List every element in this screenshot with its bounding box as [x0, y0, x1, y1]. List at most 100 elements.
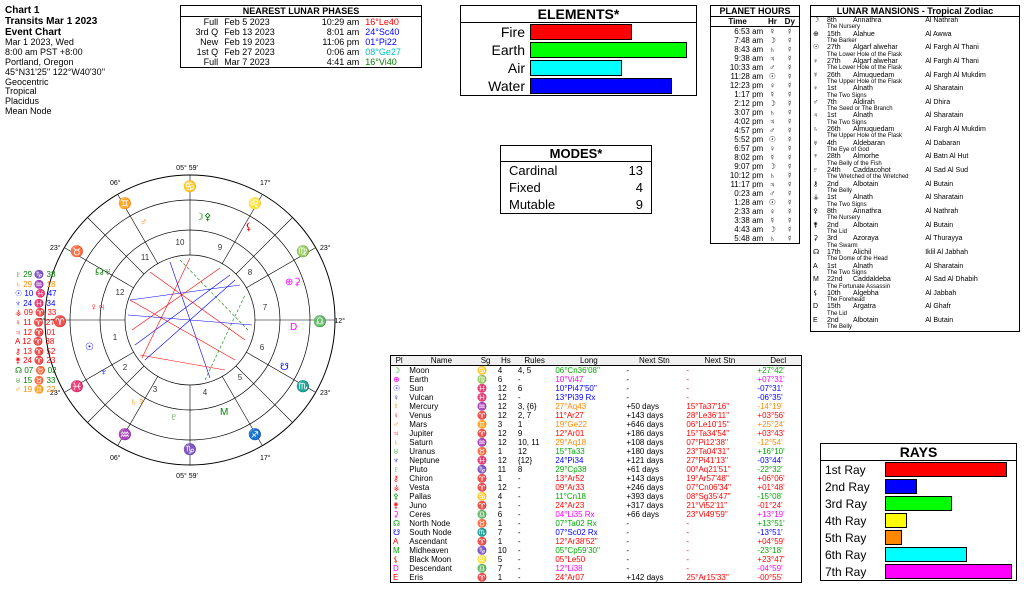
- planet-row: ⚵Juno♈1-24°Ar23+317 days21°Vi52'11''-01°…: [391, 501, 801, 510]
- lunar-phase-row: NewFeb 19 202311:06 pm01°Pi22: [181, 37, 421, 47]
- ray-row: 1st Ray: [821, 461, 1016, 478]
- svg-text:♄☿: ♄☿: [130, 397, 145, 408]
- svg-text:♆: ♆: [100, 367, 108, 378]
- planet-hour-row: 1:28 am☉☿: [711, 198, 799, 207]
- position-item: ⚷ 13 ♈ 52: [15, 347, 57, 357]
- mansion-row: ♅4thAldebaranAl Dabaran: [811, 140, 1019, 147]
- element-row: Earth: [461, 41, 696, 59]
- elements-box: ELEMENTS* FireEarthAirWater: [460, 5, 697, 96]
- planet-table-header: Next Stn: [624, 356, 684, 366]
- planet-hour-row: 11:28 am☉☿: [711, 72, 799, 81]
- mansion-row: ⚷2ndAlbotainAl Butain: [811, 181, 1019, 188]
- lunar-phases-table: FullFeb 5 202310:29 am16°Le403rd QFeb 13…: [181, 17, 421, 67]
- planet-row: ⚴Pallas♋4-11°Cn18+393 days08°Sg35'47''-1…: [391, 492, 801, 501]
- svg-text:12: 12: [116, 288, 125, 297]
- svg-text:♎: ♎: [313, 315, 327, 328]
- position-item: ♆ 24 ♓ 34: [15, 299, 57, 309]
- svg-text:12°: 12°: [334, 317, 345, 325]
- mode-row: Cardinal13: [501, 162, 651, 179]
- planet-hour-row: 5:48 am♄☿: [711, 234, 799, 243]
- position-item: ♅ 15 ♉ 33: [15, 376, 57, 386]
- ray-row: 5th Ray: [821, 529, 1016, 546]
- mansion-row: ♀27thAlgarf alweharAl Fargh Al Thani: [811, 58, 1019, 65]
- planet-row: ⚷Chiron♈1-13°Ar52+143 days19°Ar57'48''+0…: [391, 474, 801, 483]
- planet-table-box: PlNameSgHsRulesLongNext StnNext StnDecl …: [390, 355, 802, 583]
- svg-text:⊕⚳: ⊕⚳: [285, 277, 301, 288]
- position-item: ♀ 11 ♈ 27: [15, 318, 57, 328]
- planet-row: ⚶Vesta♈12-09°Ar33+246 days07°Cn06'34''+0…: [391, 483, 801, 492]
- planet-row: ♀Venus♈122, 711°Ar27+143 days28°Le36'11'…: [391, 411, 801, 420]
- lunar-mansions-title: LUNAR MANSIONS - Tropical Zodiac: [811, 6, 1019, 17]
- mansion-row: ♄26thAlmuquedamAl Fargh Al Mukdim: [811, 126, 1019, 133]
- mansion-row: ⚶1stAlnathAl Sharatain: [811, 194, 1019, 201]
- planet-hour-row: 7:48 am☽☿: [711, 36, 799, 45]
- lunar-phase-row: FullMar 7 20234:41 am16°Vi40: [181, 57, 421, 67]
- mansion-row: ☉27thAlgarf alweharAl Fargh Al Thani: [811, 44, 1019, 51]
- chart-wheel: 12 34 56 78 910 1112 ♈ ♉ ♊ ♋ ♌ ♍ ♎ ♏ ♐ ♑…: [10, 90, 370, 580]
- svg-text:2: 2: [123, 363, 128, 372]
- position-item: ☉ 10 ♓ 47: [15, 289, 57, 299]
- svg-text:♇: ♇: [170, 412, 178, 423]
- planet-row: ☉Sun♓12610°Pi47'50''---07°31': [391, 384, 801, 393]
- svg-text:17°: 17°: [260, 454, 271, 462]
- mansion-row: ♆28thAlmorheAl Batn Al Hut: [811, 153, 1019, 160]
- mansion-row: ♀1stAlnathAl Sharatain: [811, 85, 1019, 92]
- planet-row: ♀Vulcan♓12-13°Pi39 Rx---06°35': [391, 393, 801, 402]
- svg-text:11: 11: [141, 253, 150, 262]
- mansion-row: E2ndAlbotainAl Butain: [811, 317, 1019, 324]
- planet-table-header: Next Stn: [684, 356, 755, 366]
- ray-row: 4th Ray: [821, 512, 1016, 529]
- svg-text:♋: ♋: [183, 180, 197, 193]
- svg-text:♑: ♑: [183, 443, 197, 456]
- planet-row: ♇Pluto♑11829°Cp38+61 days00°Aq21'51''-22…: [391, 465, 801, 474]
- mansion-row: ☿26thAlmuquedamAl Fargh Al Mukdim: [811, 72, 1019, 79]
- mansion-row: ♃1stAlnathAl Sharatain: [811, 112, 1019, 119]
- planet-row: DDescendant♎7-12°Li38---04°59': [391, 564, 801, 573]
- planet-row: ☋South Node♏7-07°Sc02 Rx---13°51': [391, 528, 801, 537]
- ray-row: 7th Ray: [821, 563, 1016, 580]
- lunar-phases-box: NEAREST LUNAR PHASES FullFeb 5 202310:29…: [180, 5, 422, 68]
- planet-table-header: Long: [553, 356, 624, 366]
- planet-hour-row: 8:02 pm☿☿: [711, 153, 799, 162]
- svg-text:D: D: [290, 322, 297, 333]
- svg-text:♊: ♊: [118, 197, 132, 210]
- planet-row: ⊕Earth♍6-10°Vi47--+07°31': [391, 375, 801, 384]
- svg-text:☽⚴: ☽⚴: [195, 212, 211, 223]
- planet-hours-table: TimeHrDy6:53 am☿☿7:48 am☽☿8:43 am♄☿9:38 …: [711, 17, 799, 243]
- mansion-row: ♇24thCaddacohotAl Sad Al Sud: [811, 167, 1019, 174]
- planet-hour-row: 10:12 pm♄☿: [711, 171, 799, 180]
- svg-text:♏: ♏: [296, 380, 310, 393]
- svg-text:7: 7: [263, 303, 268, 312]
- planet-hours-box: PLANET HOURS TimeHrDy6:53 am☿☿7:48 am☽☿8…: [710, 5, 800, 244]
- planet-hour-row: 2:12 pm☽☿: [711, 99, 799, 108]
- planet-row: ⚳Ceres♎6-04°Li35 Rx+66 days23°Vi49'59''+…: [391, 510, 801, 519]
- planet-hour-row: 11:17 pm♃☿: [711, 180, 799, 189]
- planet-row: ♄Saturn♒1210, 1129°Aq18+108 days07°Pi12'…: [391, 438, 801, 447]
- planet-hour-row: 12:23 pm♀☿: [711, 81, 799, 90]
- ray-row: 6th Ray: [821, 546, 1016, 563]
- mode-row: Mutable9: [501, 196, 651, 213]
- position-item: ⚶ 09 ♈ 33: [15, 308, 57, 318]
- mansion-row: ⚳3rdAzorayaAl Thurayya: [811, 235, 1019, 242]
- svg-text:⚸: ⚸: [245, 222, 252, 233]
- mode-row: Fixed4: [501, 179, 651, 196]
- planet-hour-row: 9:38 am♃☿: [711, 54, 799, 63]
- lunar-phase-row: FullFeb 5 202310:29 am16°Le40: [181, 17, 421, 27]
- svg-text:23°: 23°: [320, 244, 331, 252]
- planet-hour-row: 4:43 am☽☿: [711, 225, 799, 234]
- svg-text:8: 8: [248, 268, 253, 277]
- element-row: Fire: [461, 23, 696, 41]
- planet-row: ♆Neptune♓12{12}24°Pi34+121 days27°Pi41'1…: [391, 456, 801, 465]
- planet-hour-row: 10:33 am♂☿: [711, 63, 799, 72]
- svg-text:17°: 17°: [260, 179, 271, 187]
- position-item: ☊ 07 ♉ 02: [15, 366, 57, 376]
- ray-row: 2nd Ray: [821, 478, 1016, 495]
- planet-hour-row: 4:57 pm♂☿: [711, 126, 799, 135]
- mansion-row: M22ndCaddaldebaAl Sad Al Dhabih: [811, 276, 1019, 283]
- planet-hour-row: 6:57 pm♀☿: [711, 144, 799, 153]
- mansion-row: ⚸10thAlgebhaAl Jabbah: [811, 290, 1019, 297]
- planet-hour-row: 3:38 am☿☿: [711, 216, 799, 225]
- planet-row: ⚸Black Moon♌5-05°Le50--+23°47': [391, 555, 801, 564]
- position-item: ♇ 29 ♑ 38: [15, 270, 57, 280]
- svg-text:5: 5: [238, 373, 243, 382]
